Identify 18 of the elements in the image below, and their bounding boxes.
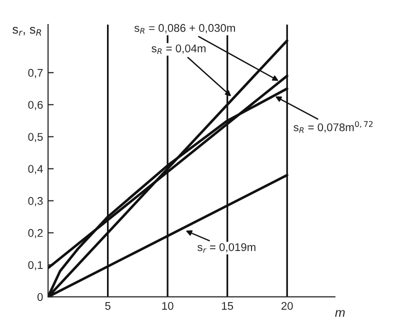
annotation: s$_{R}$ = 0,086 + 0,030m [134, 24, 235, 34]
x-axis-title: m [335, 310, 345, 317]
y-tick-label: 0,5 [28, 132, 43, 142]
x-tick-label: 10 [162, 302, 174, 310]
y-tick-label: 0,3 [28, 197, 43, 206]
y-axis-title: s$_{r}$, s$_{R}$ [12, 26, 42, 36]
y-tick-label: 0,7 [28, 68, 43, 78]
annotation: s$_{R}$ = 0,078m$^{0,72}$ [294, 121, 373, 133]
y-tick-label: 0,6 [28, 100, 43, 110]
y-tick-label: 0,4 [28, 164, 43, 174]
annotation: s$_{R}$ = 0,04m [152, 44, 206, 54]
x-tick-label: 15 [222, 302, 234, 310]
annotation: s$_{r}$ = 0,019m [198, 243, 256, 253]
x-tick-label: 20 [281, 302, 293, 310]
x-tick-label: 5 [105, 302, 110, 310]
y-tick-label: 0,2 [28, 229, 43, 238]
y-tick-label: 0 [37, 293, 43, 301]
y-tick-label: 0,1 [28, 261, 43, 270]
